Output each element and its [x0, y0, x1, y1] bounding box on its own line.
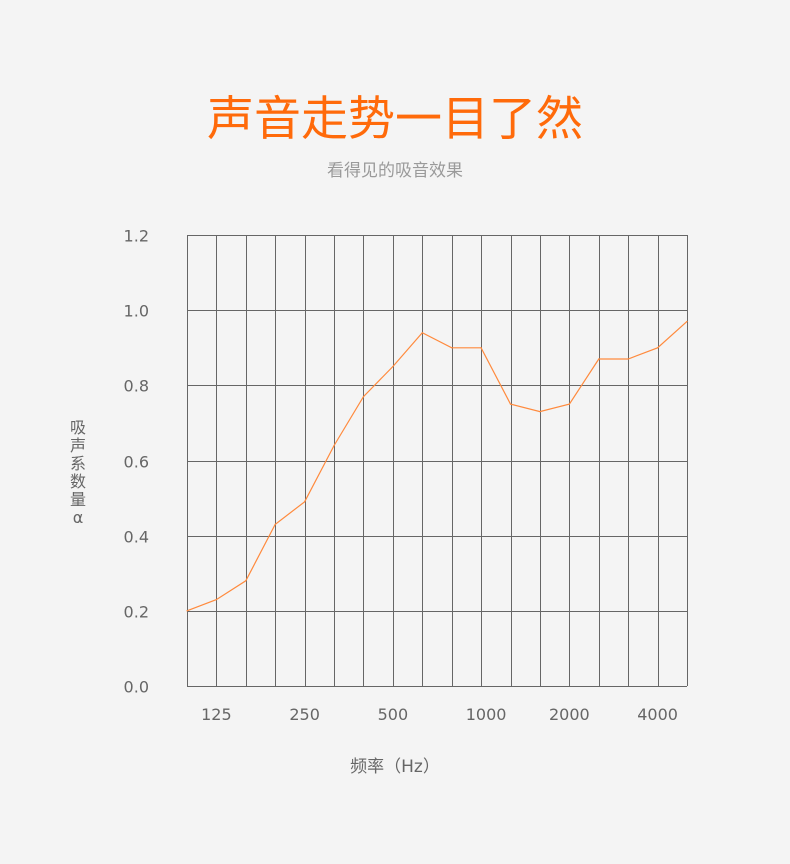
data-point	[186, 610, 188, 612]
data-point	[304, 501, 306, 503]
data-point	[627, 358, 629, 360]
data-point	[656, 347, 659, 349]
data-point	[509, 403, 512, 405]
y-tick-label: 0.4	[124, 528, 149, 547]
data-point	[480, 347, 482, 349]
x-tick-label: 125	[201, 705, 232, 724]
y-tick-label: 0.0	[124, 678, 149, 697]
y-tick-label: 1.2	[124, 227, 149, 246]
y-tick-label: 1.0	[124, 302, 149, 321]
data-point	[245, 580, 247, 582]
data-point	[539, 411, 541, 413]
data-point	[451, 347, 453, 349]
data-point	[568, 403, 570, 405]
x-tick-label: 1000	[466, 705, 507, 724]
page-title: 声音走势一目了然	[207, 92, 583, 147]
data-point	[421, 332, 423, 334]
y-tick-label: 0.6	[124, 453, 149, 472]
x-tick-label: 500	[378, 705, 409, 724]
x-tick-label: 250	[289, 705, 320, 724]
page-subtitle: 看得见的吸音效果	[327, 161, 463, 181]
y-tick-label: 0.2	[124, 603, 149, 622]
data-point	[392, 365, 394, 368]
y-tick-label: 0.8	[124, 377, 149, 396]
data-point	[215, 598, 218, 601]
data-point	[333, 444, 335, 447]
x-tick-label: 4000	[637, 705, 678, 724]
y-axis-label: 吸声系数量α	[69, 418, 86, 527]
data-point	[686, 320, 688, 323]
x-tick-label: 2000	[549, 705, 590, 724]
absorption-series-line	[186, 320, 688, 612]
data-point	[362, 396, 365, 398]
data-point	[598, 358, 600, 360]
x-axis-label: 频率（Hz）	[350, 757, 440, 777]
data-point	[274, 523, 276, 525]
